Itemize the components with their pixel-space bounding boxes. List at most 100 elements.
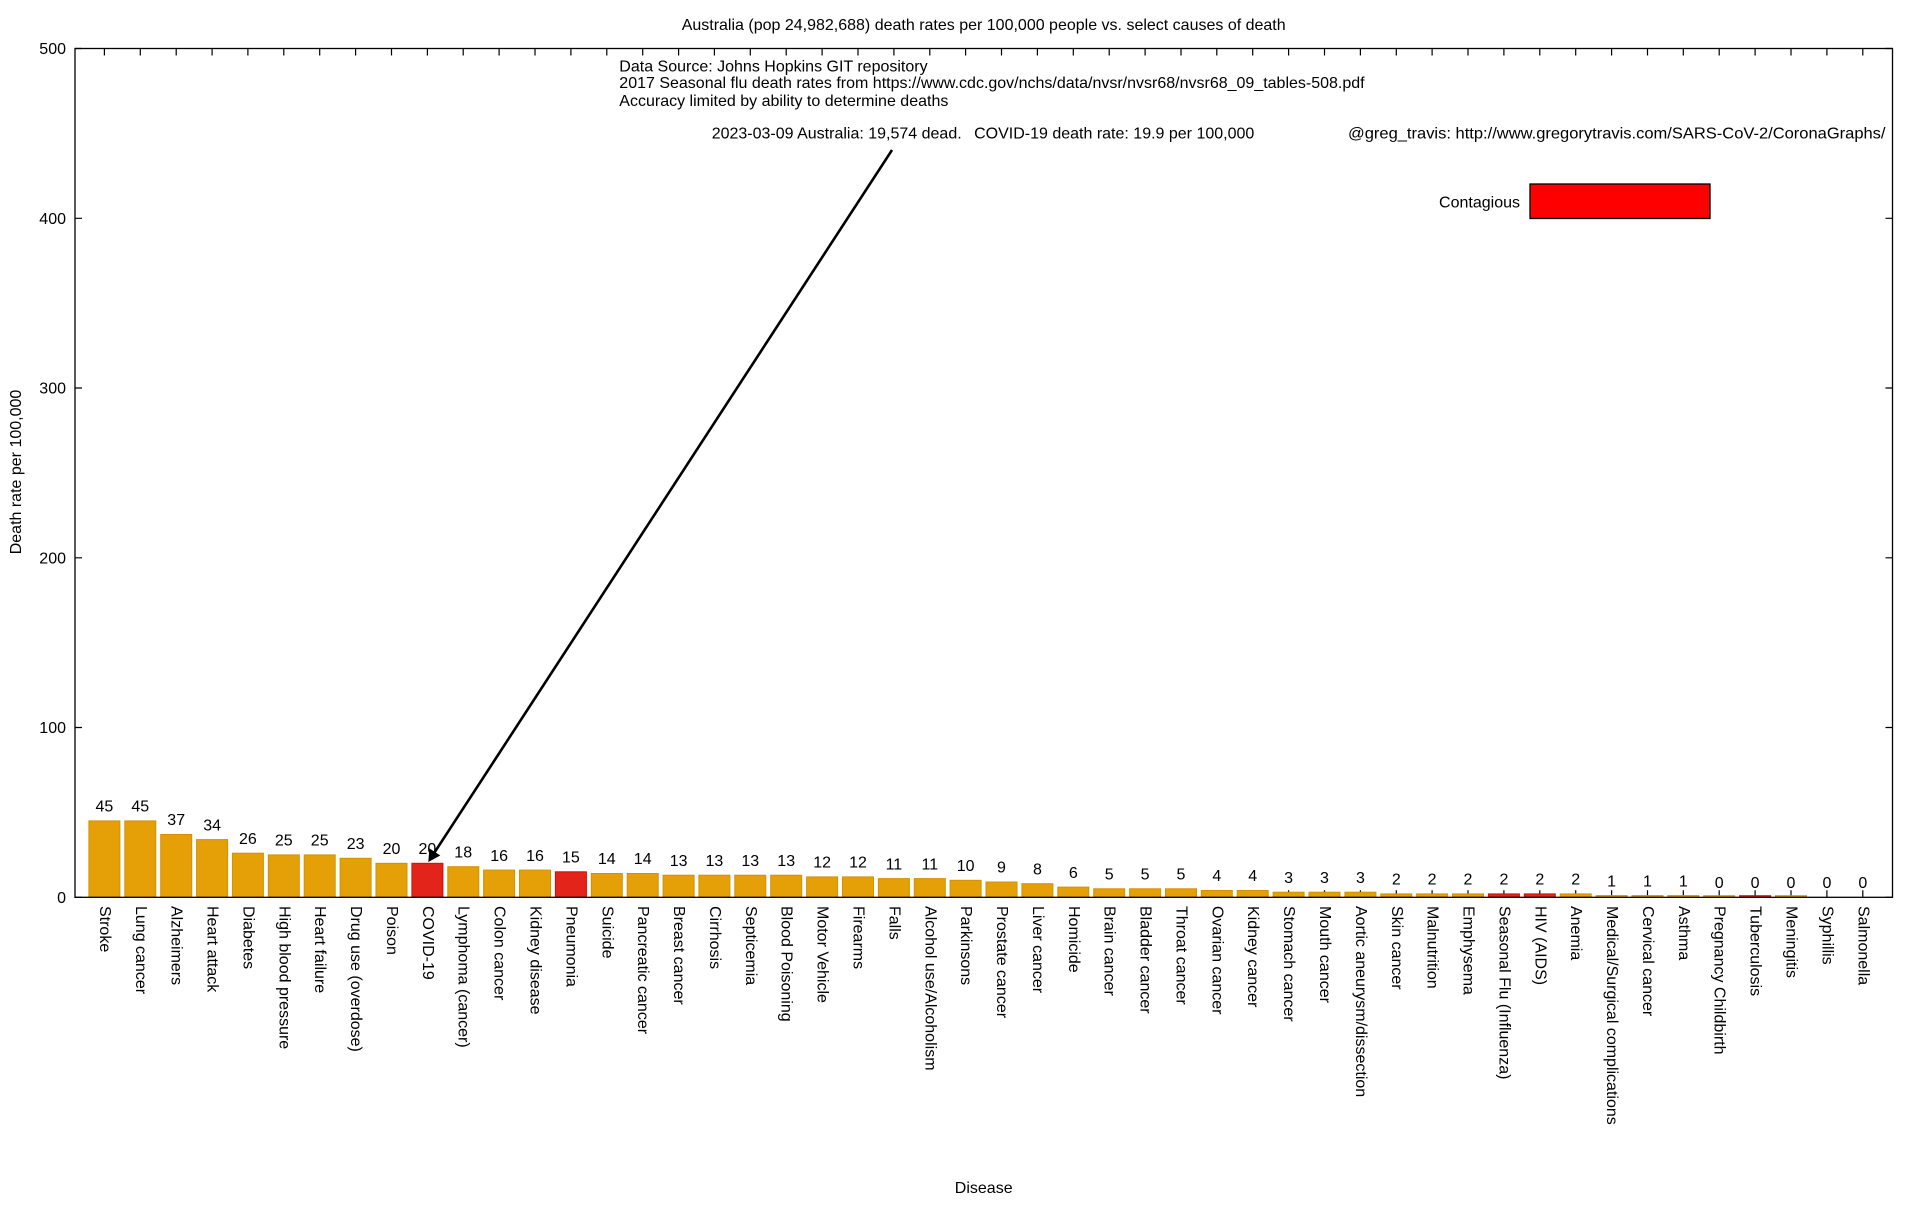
svg-text:Skin cancer: Skin cancer: [1388, 906, 1405, 990]
svg-text:Lung cancer: Lung cancer: [132, 906, 149, 995]
svg-text:2: 2: [1464, 872, 1473, 889]
svg-text:0: 0: [1822, 875, 1831, 892]
svg-text:Accuracy limited by ability to: Accuracy limited by ability to determine…: [619, 93, 948, 110]
svg-text:Ovarian cancer: Ovarian cancer: [1208, 906, 1225, 1015]
svg-text:Mouth cancer: Mouth cancer: [1316, 906, 1333, 1004]
svg-text:0: 0: [1787, 875, 1796, 892]
svg-text:Throat cancer: Throat cancer: [1173, 906, 1190, 1005]
svg-text:Alzheimers: Alzheimers: [168, 906, 185, 985]
svg-text:Liver cancer: Liver cancer: [1029, 906, 1046, 994]
svg-text:23: 23: [347, 836, 365, 853]
svg-text:400: 400: [39, 211, 66, 228]
svg-text:Stomach cancer: Stomach cancer: [1280, 906, 1297, 1022]
svg-text:Emphysema: Emphysema: [1460, 906, 1477, 995]
svg-text:10: 10: [957, 858, 975, 875]
svg-text:Asthma: Asthma: [1675, 906, 1692, 960]
svg-text:Bladder cancer: Bladder cancer: [1137, 906, 1154, 1014]
svg-text:4: 4: [1248, 868, 1257, 885]
svg-text:Motor Vehicle: Motor Vehicle: [814, 906, 831, 1003]
svg-text:2: 2: [1392, 872, 1401, 889]
svg-text:Australia (pop 24,982,688) dea: Australia (pop 24,982,688) death rates p…: [682, 17, 1286, 34]
svg-text:High blood pressure: High blood pressure: [275, 906, 292, 1049]
svg-text:Death rate per 100,000: Death rate per 100,000: [8, 390, 25, 555]
svg-text:26: 26: [239, 831, 257, 848]
svg-text:300: 300: [39, 381, 66, 398]
svg-text:2: 2: [1535, 872, 1544, 889]
svg-text:Contagious: Contagious: [1439, 194, 1520, 211]
svg-text:2017 Seasonal flu death rates: 2017 Seasonal flu death rates from https…: [619, 75, 1365, 92]
svg-text:Disease: Disease: [955, 1180, 1013, 1197]
svg-text:Cirrhosis: Cirrhosis: [706, 906, 723, 969]
svg-text:1: 1: [1643, 873, 1652, 890]
svg-text:2: 2: [1499, 872, 1508, 889]
svg-text:Breast cancer: Breast cancer: [670, 906, 687, 1005]
svg-text:13: 13: [706, 853, 724, 870]
svg-text:45: 45: [131, 799, 149, 816]
svg-text:2: 2: [1571, 872, 1580, 889]
svg-text:25: 25: [311, 833, 329, 850]
svg-text:Brain cancer: Brain cancer: [1101, 906, 1118, 996]
svg-text:Data Source: Johns Hopkins GIT: Data Source: Johns Hopkins GIT repositor…: [619, 58, 927, 75]
svg-text:Syphillis: Syphillis: [1818, 906, 1835, 965]
svg-text:Malnutrition: Malnutrition: [1424, 906, 1441, 989]
svg-text:Diabetes: Diabetes: [239, 906, 256, 969]
svg-text:12: 12: [813, 855, 831, 872]
svg-text:Heart failure: Heart failure: [311, 906, 328, 993]
svg-text:Tuberculosis: Tuberculosis: [1747, 906, 1764, 996]
svg-text:25: 25: [275, 833, 293, 850]
svg-text:13: 13: [741, 853, 759, 870]
svg-text:15: 15: [562, 850, 580, 867]
svg-text:Pregnancy Childbirth: Pregnancy Childbirth: [1711, 906, 1728, 1055]
svg-text:Prostate cancer: Prostate cancer: [993, 906, 1010, 1019]
svg-text:500: 500: [39, 41, 66, 58]
svg-text:5: 5: [1177, 867, 1186, 884]
svg-text:Kidney disease: Kidney disease: [527, 906, 544, 1015]
svg-text:Stroke: Stroke: [96, 906, 113, 952]
svg-text:3: 3: [1284, 870, 1293, 887]
svg-text:Poison: Poison: [383, 906, 400, 955]
svg-text:2023-03-09 Australia: 19,574 d: 2023-03-09 Australia: 19,574 dead. COVID…: [712, 126, 1255, 143]
svg-text:Parkinsons: Parkinsons: [957, 906, 974, 985]
svg-text:3: 3: [1356, 870, 1365, 887]
svg-text:Pancreatic cancer: Pancreatic cancer: [634, 906, 651, 1035]
svg-text:0: 0: [57, 890, 66, 907]
svg-text:16: 16: [490, 848, 508, 865]
svg-text:20: 20: [383, 841, 401, 858]
svg-text:6: 6: [1069, 865, 1078, 882]
svg-text:0: 0: [1715, 875, 1724, 892]
svg-text:COVID-19: COVID-19: [419, 906, 436, 980]
svg-text:8: 8: [1033, 861, 1042, 878]
svg-text:Cervical cancer: Cervical cancer: [1639, 906, 1656, 1017]
svg-text:Homicide: Homicide: [1065, 906, 1082, 973]
svg-text:14: 14: [634, 851, 652, 868]
svg-text:0: 0: [1858, 875, 1867, 892]
svg-text:100: 100: [39, 720, 66, 737]
svg-text:11: 11: [886, 856, 903, 873]
svg-text:Alcohol use/Alcoholism: Alcohol use/Alcoholism: [921, 906, 938, 1071]
svg-text:Anemia: Anemia: [1567, 906, 1584, 960]
svg-text:Kidney cancer: Kidney cancer: [1244, 906, 1261, 1008]
svg-text:12: 12: [849, 855, 867, 872]
svg-text:Salmonella: Salmonella: [1854, 906, 1871, 985]
svg-text:Heart attack: Heart attack: [204, 906, 221, 993]
svg-text:Suicide: Suicide: [598, 906, 615, 959]
svg-text:@greg_travis: http://www.grego: @greg_travis: http://www.gregorytravis.c…: [1348, 126, 1886, 143]
svg-text:0: 0: [1751, 875, 1760, 892]
svg-text:Lymphoma (cancer): Lymphoma (cancer): [455, 906, 472, 1048]
svg-text:Medical/Surgical complications: Medical/Surgical complications: [1603, 906, 1620, 1125]
svg-text:34: 34: [203, 817, 221, 834]
svg-text:Colon cancer: Colon cancer: [491, 906, 508, 1001]
svg-text:37: 37: [167, 812, 185, 829]
svg-text:200: 200: [39, 550, 66, 567]
svg-text:Blood Poisoning: Blood Poisoning: [778, 906, 795, 1022]
svg-text:Seasonal Flu (Influenza): Seasonal Flu (Influenza): [1495, 906, 1512, 1079]
svg-text:1: 1: [1607, 873, 1616, 890]
svg-text:Septicemia: Septicemia: [742, 906, 759, 985]
svg-text:3: 3: [1320, 870, 1329, 887]
svg-text:HIV (AIDS): HIV (AIDS): [1531, 906, 1548, 985]
svg-text:45: 45: [96, 799, 114, 816]
svg-text:13: 13: [777, 853, 795, 870]
svg-text:18: 18: [454, 844, 472, 861]
svg-text:Drug use (overdose): Drug use (overdose): [347, 906, 364, 1052]
svg-text:Pneumonia: Pneumonia: [562, 906, 579, 987]
